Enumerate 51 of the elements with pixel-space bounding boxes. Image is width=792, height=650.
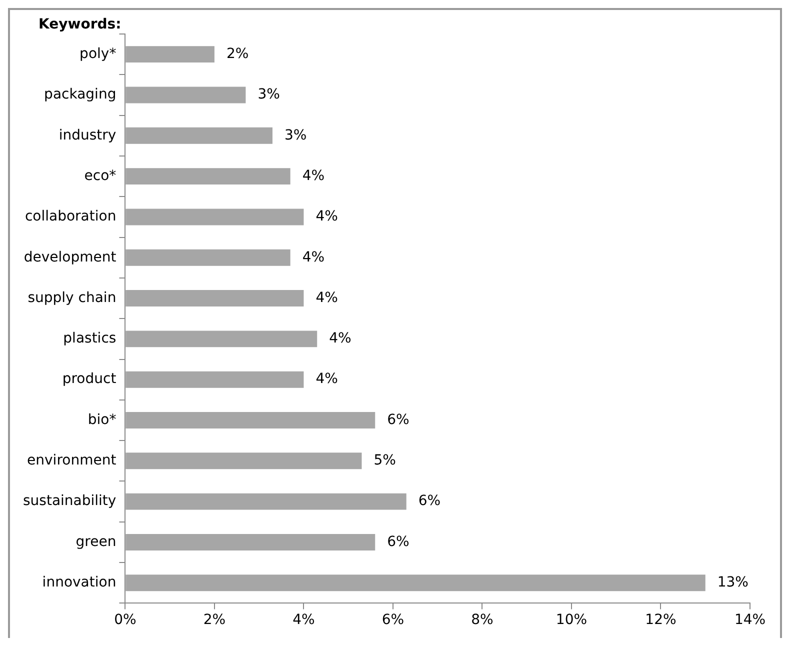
y-tick-label: product	[62, 371, 117, 388]
bar	[126, 46, 214, 63]
data-label: 6%	[387, 412, 410, 428]
bar	[126, 371, 304, 388]
x-tick-label: 8%	[471, 612, 494, 628]
bar	[126, 290, 304, 307]
bar	[126, 86, 246, 104]
x-tick-label: 10%	[556, 612, 588, 628]
y-tick-label: industry	[58, 127, 116, 144]
bar	[126, 574, 706, 592]
data-label: 2%	[226, 46, 249, 62]
data-label: 4%	[329, 330, 352, 347]
bar	[126, 168, 290, 185]
data-label: 4%	[316, 290, 338, 306]
y-tick-label: eco*	[84, 168, 116, 184]
data-label: 3%	[284, 127, 307, 144]
y-tick-label: plastics	[63, 330, 116, 347]
bar	[126, 249, 290, 266]
x-tick-label: 12%	[645, 612, 676, 628]
y-tick-label: environment	[27, 452, 117, 469]
data-label: 6%	[418, 493, 441, 510]
bar	[126, 412, 376, 428]
y-tick-label: poly*	[80, 46, 116, 62]
bar	[126, 534, 376, 550]
y-tick-label: collaboration	[24, 208, 116, 225]
bar	[126, 452, 362, 470]
bar	[126, 208, 304, 226]
y-tick-label: sustainability	[23, 493, 116, 510]
bar	[126, 493, 406, 510]
data-label: 6%	[387, 534, 410, 550]
y-tick-label: development	[24, 249, 117, 266]
x-tick-label: 14%	[734, 612, 766, 628]
data-label: 4%	[302, 249, 325, 266]
data-label: 4%	[302, 168, 325, 184]
bar	[126, 330, 318, 348]
x-tick-label: 2%	[203, 612, 226, 628]
y-tick-label: supply chain	[28, 290, 116, 306]
x-tick-label: 6%	[382, 612, 404, 628]
data-label: 3%	[258, 86, 280, 103]
data-label: 13%	[717, 574, 748, 591]
x-tick-label: 4%	[292, 612, 315, 628]
bar	[126, 127, 272, 144]
y-tick-label: innovation	[42, 574, 116, 591]
data-label: 4%	[316, 208, 338, 225]
data-label: 5%	[374, 452, 396, 469]
data-label: 4%	[316, 371, 338, 388]
y-tick-label: green	[76, 534, 116, 550]
y-tick-label: bio*	[88, 412, 116, 428]
y-axis-title: Keywords:	[38, 16, 122, 33]
y-tick-label: packaging	[44, 86, 116, 103]
x-tick-label: 0%	[114, 612, 136, 628]
